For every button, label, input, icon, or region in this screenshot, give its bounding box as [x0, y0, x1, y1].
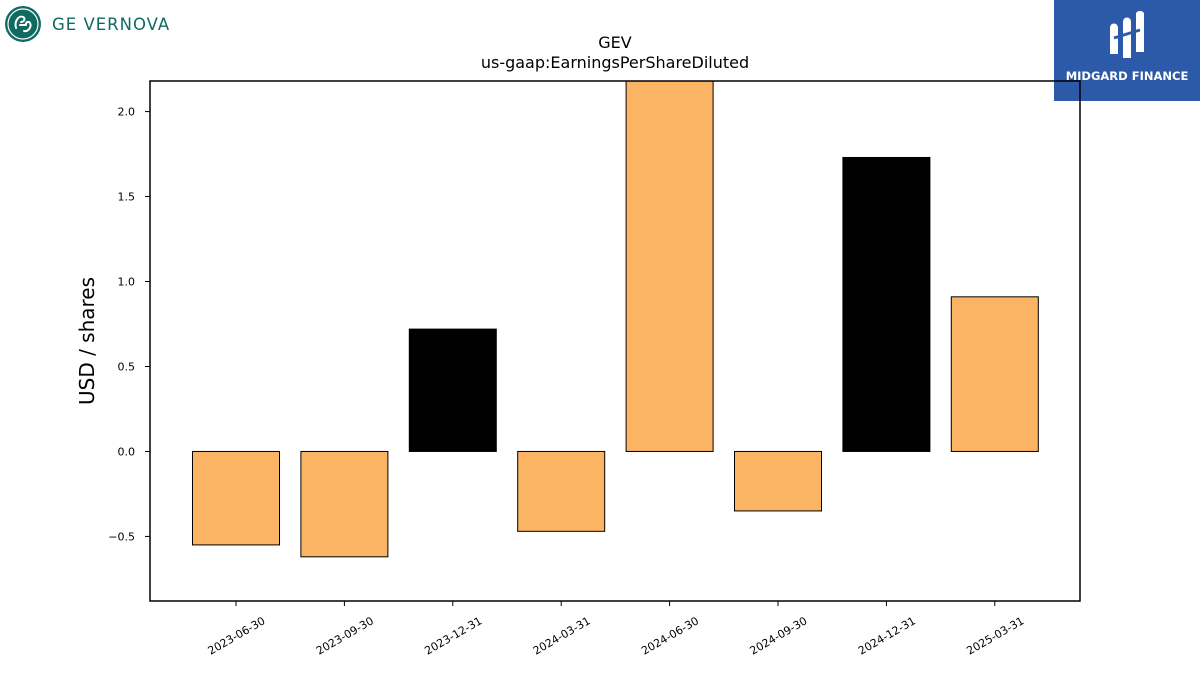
y-tick-label: −0.5	[108, 530, 135, 543]
chart-subtitle: us-gaap:EarningsPerShareDiluted	[481, 53, 749, 72]
ge-monogram-icon	[5, 6, 41, 42]
ge-vernova-wordmark: GE VERNOVA	[52, 14, 171, 34]
y-tick-label: 2.0	[118, 106, 136, 119]
bar-2024-09-30	[734, 450, 822, 512]
bars-layer	[192, 81, 1039, 558]
ge-vernova-logo: GE VERNOVA	[4, 4, 170, 44]
chart-title: GEV	[598, 33, 632, 52]
midgard-finance-logo: MIDGARD FINANCE	[1054, 0, 1200, 101]
midgard-monogram-icon	[1110, 11, 1144, 58]
x-tick-label: 2025-03-31	[964, 614, 1026, 657]
x-tick-label: 2024-12-31	[856, 614, 918, 657]
y-tick-label: 1.5	[118, 191, 136, 204]
plot-frame	[149, 80, 1081, 602]
x-tick-label: 2023-06-30	[206, 614, 268, 657]
x-tick-label: 2023-09-30	[314, 614, 376, 657]
y-tick-label: 0.0	[118, 445, 136, 458]
x-tick-label: 2024-06-30	[639, 614, 701, 657]
bar-2024-03-31	[517, 450, 606, 532]
x-tick-label: 2024-03-31	[531, 614, 593, 657]
y-axis-label: USD / shares	[75, 277, 99, 405]
bar-2024-12-31	[842, 156, 931, 452]
y-tick-label: 0.5	[118, 360, 136, 373]
bar-2023-09-30	[300, 450, 389, 558]
y-tick-label: 1.0	[118, 276, 136, 289]
x-tick-label: 2023-12-31	[422, 614, 484, 657]
axes-layer: −0.5 0.0 0.5 1.0 1.5 2.0 2023-06-30 2023-09-30 2…	[108, 80, 1081, 658]
bar-2025-03-31	[950, 296, 1039, 452]
bar-2024-06-30	[625, 81, 714, 452]
x-tick-label: 2024-09-30	[748, 614, 810, 657]
bar-2023-06-30	[192, 450, 280, 546]
midgard-finance-wordmark: MIDGARD FINANCE	[1065, 69, 1189, 83]
bar-2023-12-31	[408, 328, 497, 452]
